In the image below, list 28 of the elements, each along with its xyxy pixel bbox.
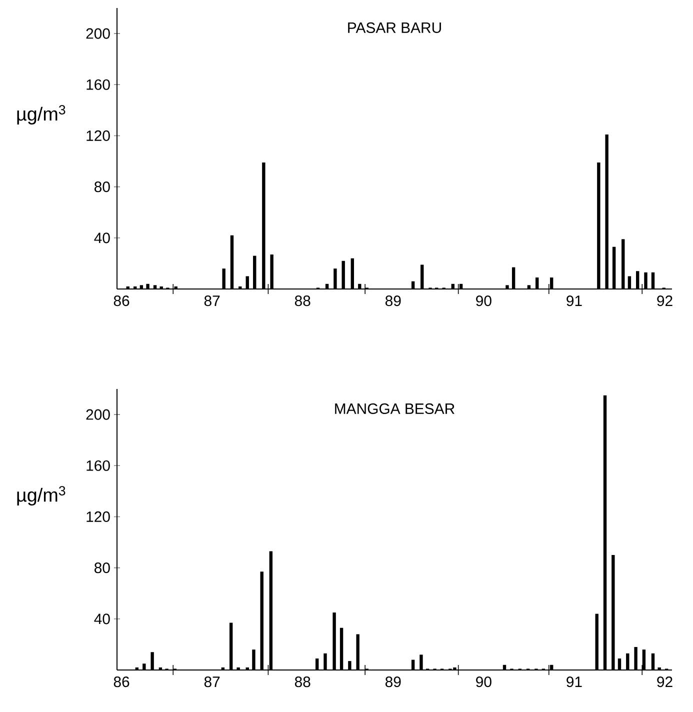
x-tick-label: 90 — [476, 676, 492, 688]
y-tick-label: 40 — [94, 232, 110, 244]
x-tick-label: 91 — [566, 296, 582, 306]
y-tick-label: 120 — [86, 511, 110, 522]
x-tick-label: 87 — [204, 676, 220, 688]
x-tick-label: 88 — [294, 296, 310, 306]
y-tick-label: 80 — [94, 562, 110, 574]
text: PASAR BARU — [348, 22, 441, 33]
x-tick-label: 86 — [114, 296, 130, 306]
y-tick-label: 200 — [86, 409, 110, 420]
y-tick-label: 80 — [94, 182, 110, 192]
x-tick-label: 92 — [657, 676, 672, 688]
y-tick-label: 160 — [86, 460, 110, 471]
x-tick-label: 92 — [657, 296, 672, 306]
y-axis-title: µg/m$^{3}$ — [17, 105, 66, 124]
y-tick-label: 160 — [86, 79, 110, 90]
y-tick-label: 40 — [94, 614, 110, 624]
x-tick-label: 86 — [114, 676, 130, 688]
y-tick-label: 120 — [86, 130, 110, 142]
x-tick-label: 90 — [476, 296, 492, 306]
y-axis-title: µg/m$^{3}$ — [17, 486, 66, 506]
x-tick-label: 87 — [204, 296, 220, 306]
x-tick-label: 89 — [385, 296, 401, 306]
x-tick-label: 91 — [566, 676, 582, 688]
x-tick-label: 89 — [385, 676, 401, 688]
text: MANGGA BESAR — [335, 403, 454, 414]
y-tick-label: 200 — [86, 28, 110, 39]
x-tick-label: 88 — [294, 676, 310, 688]
